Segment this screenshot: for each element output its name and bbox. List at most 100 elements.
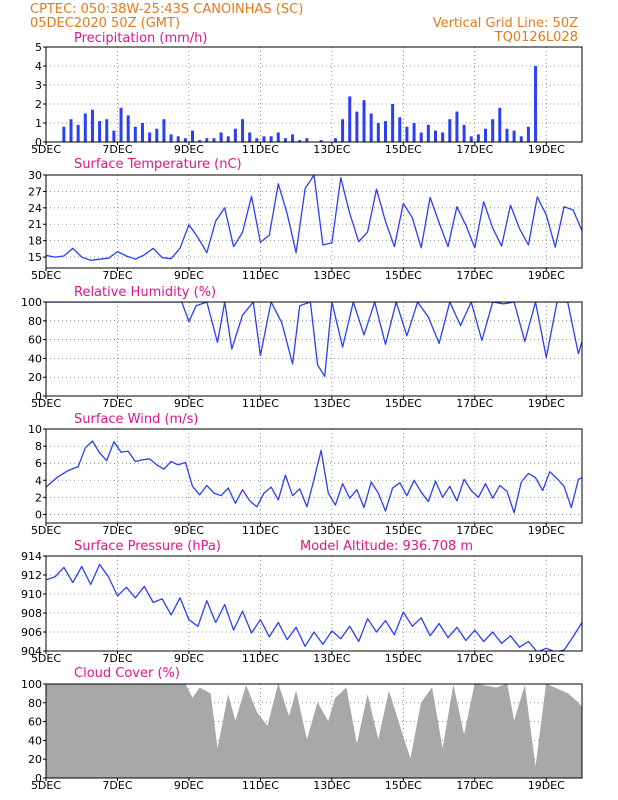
precip-bar-52: [433, 130, 437, 142]
pres-xtick-9DEC: 9DEC: [174, 652, 204, 665]
precip-xtick-13DEC: 13DEC: [313, 143, 350, 156]
pres-xtick-19DEC: 19DEC: [528, 652, 565, 665]
temp-xtick-7DEC: 7DEC: [102, 269, 132, 282]
grid-line-note: Vertical Grid Line: 50Z: [433, 16, 578, 31]
cloud-xtick-19DEC: 19DEC: [528, 779, 565, 792]
rh-ytick-40: 40: [28, 352, 42, 365]
wind-ytick-0: 0: [35, 508, 42, 521]
precip-bar-28: [262, 136, 266, 142]
cloud-ytick-20: 20: [28, 753, 42, 766]
precip-bar-53: [441, 132, 445, 142]
wind-xtick-13DEC: 13DEC: [313, 524, 350, 537]
wind-xtick-15DEC: 15DEC: [385, 524, 422, 537]
precip-bar-5: [98, 121, 102, 142]
cloud-xtick-17DEC: 17DEC: [456, 779, 493, 792]
temp-xtick-13DEC: 13DEC: [313, 269, 350, 282]
precip-bar-31: [283, 138, 287, 142]
precip-xtick-17DEC: 17DEC: [456, 143, 493, 156]
temp-xtick-17DEC: 17DEC: [456, 269, 493, 282]
precip-bar-15: [169, 134, 173, 142]
cloud-panel: Cloud Cover (%): [74, 666, 180, 681]
precip-bar-58: [476, 134, 480, 142]
precip-xtick-5DEC: 5DEC: [31, 143, 61, 156]
pres-xtick-11DEC: 11DEC: [242, 652, 279, 665]
wind-ytick-6: 6: [35, 457, 42, 470]
precip-bar-14: [162, 119, 166, 142]
temp-ytick-21: 21: [28, 218, 42, 231]
wind-xtick-7DEC: 7DEC: [102, 524, 132, 537]
precipitation-panel: Precipitation (mm/h): [74, 31, 207, 46]
precip-bar-16: [176, 136, 180, 142]
temperature-title: Surface Temperature (nC): [74, 157, 242, 172]
precip-frame: [45, 46, 583, 143]
precip-ytick-3: 3: [35, 79, 42, 92]
rh-xtick-15DEC: 15DEC: [385, 397, 422, 410]
pres-ytick-910: 910: [21, 588, 42, 601]
cloud-xtick-5DEC: 5DEC: [31, 779, 61, 792]
run-time-header: 05DEC2020 50Z (GMT): [30, 16, 180, 31]
precip-bar-46: [391, 104, 395, 142]
precip-bar-55: [455, 111, 459, 142]
temp-xtick-11DEC: 11DEC: [242, 269, 279, 282]
rh-ytick-60: 60: [28, 334, 42, 347]
pres-xtick-15DEC: 15DEC: [385, 652, 422, 665]
station-header: CPTEC: 050:38W-25:43S CANOINHAS (SC): [30, 2, 303, 17]
temp-xtick-9DEC: 9DEC: [174, 269, 204, 282]
temp-ytick-30: 30: [28, 169, 42, 182]
humidity-panel: Relative Humidity (%): [74, 285, 216, 300]
temp-ytick-24: 24: [28, 202, 42, 215]
precip-bar-59: [484, 128, 488, 142]
precip-bar-30: [276, 132, 280, 142]
cloud-xtick-7DEC: 7DEC: [102, 779, 132, 792]
precip-xtick-15DEC: 15DEC: [385, 143, 422, 156]
precip-xtick-11DEC: 11DEC: [242, 143, 279, 156]
wind-xtick-17DEC: 17DEC: [456, 524, 493, 537]
precip-xtick-19DEC: 19DEC: [528, 143, 565, 156]
wind-line: [46, 440, 582, 514]
precip-ytick-0: 0: [35, 136, 42, 149]
temp-xtick-15DEC: 15DEC: [385, 269, 422, 282]
wind-ytick-10: 10: [28, 423, 42, 436]
pressure-title: Surface Pressure (hPa): [74, 539, 221, 554]
precip-bar-34: [305, 138, 309, 142]
rh-frame: [45, 301, 583, 397]
pres-xtick-17DEC: 17DEC: [456, 652, 493, 665]
precip-ytick-1: 1: [35, 117, 42, 130]
precip-bar-41: [355, 111, 359, 142]
precip-bar-27: [255, 138, 259, 142]
precip-ytick-4: 4: [35, 60, 42, 73]
precip-bar-60: [491, 119, 495, 142]
rh-xtick-5DEC: 5DEC: [31, 397, 61, 410]
temp-ytick-18: 18: [28, 235, 42, 248]
cloud-xtick-13DEC: 13DEC: [313, 779, 350, 792]
wind-panel: Surface Wind (m/s): [74, 412, 198, 427]
pres-xtick-13DEC: 13DEC: [313, 652, 350, 665]
precip-bar-44: [376, 123, 380, 142]
rh-xtick-7DEC: 7DEC: [102, 397, 132, 410]
precip-bar-47: [398, 117, 402, 142]
pres-xtick-5DEC: 5DEC: [31, 652, 61, 665]
temp-ytick-15: 15: [28, 251, 42, 264]
precip-bar-20: [205, 138, 209, 142]
precip-bar-8: [119, 107, 123, 142]
precip-bar-17: [183, 138, 187, 142]
precip-bar-18: [191, 130, 195, 142]
precip-bar-25: [241, 119, 245, 142]
precip-bar-38: [333, 138, 337, 142]
precip-bar-10: [133, 126, 137, 142]
precip-bar-49: [412, 123, 416, 142]
pres-ytick-912: 912: [21, 569, 42, 582]
precip-bar-45: [383, 121, 387, 142]
temp-frame: [45, 174, 583, 269]
cloud-ytick-100: 100: [21, 678, 42, 691]
precip-bar-12: [148, 132, 152, 142]
pres-frame: [45, 555, 583, 652]
precip-bar-4: [90, 109, 94, 142]
precip-bar-24: [233, 128, 237, 142]
temp-xtick-19DEC: 19DEC: [528, 269, 565, 282]
cloud-frame: [45, 683, 583, 779]
cloud-xtick-9DEC: 9DEC: [174, 779, 204, 792]
wind-xtick-5DEC: 5DEC: [31, 524, 61, 537]
rh-line: [46, 302, 582, 377]
